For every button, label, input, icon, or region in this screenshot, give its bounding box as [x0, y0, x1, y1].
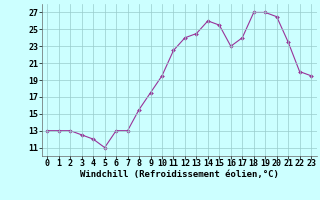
X-axis label: Windchill (Refroidissement éolien,°C): Windchill (Refroidissement éolien,°C): [80, 170, 279, 179]
